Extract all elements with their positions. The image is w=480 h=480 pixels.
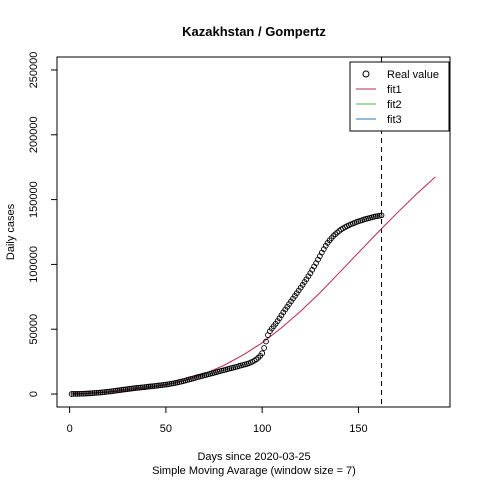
x-tick-label: 50	[160, 423, 172, 435]
y-tick-label: 100000	[28, 246, 40, 283]
x-tick-label: 150	[349, 423, 367, 435]
legend-label-real-value: Real value	[387, 69, 439, 81]
x-tick-label: 0	[67, 423, 73, 435]
y-tick-label: 150000	[28, 181, 40, 218]
y-tick-label: 200000	[28, 116, 40, 153]
chart-title: Kazakhstan / Gompertz	[182, 24, 326, 39]
y-axis-title: Daily cases	[5, 203, 17, 260]
legend: Real value fit1 fit2 fit3	[350, 62, 449, 131]
y-tick-label: 50000	[28, 314, 40, 345]
series-line-fit1	[72, 177, 436, 394]
x-tick-label: 100	[253, 423, 271, 435]
x-axis-title: Days since 2020-03-25	[197, 451, 310, 463]
y-axis: 0 50000 100000 150000 200000 250000	[28, 52, 57, 397]
y-tick-label: 0	[28, 391, 40, 397]
legend-label-fit2: fit2	[387, 99, 402, 111]
x-axis: 0 50 100 150	[67, 407, 368, 435]
data-point	[262, 346, 267, 351]
legend-label-fit3: fit3	[387, 114, 402, 126]
legend-label-fit1: fit1	[387, 84, 402, 96]
y-tick-label: 250000	[28, 52, 40, 89]
x-axis-subtitle: Simple Moving Avarage (window size = 7)	[152, 465, 356, 477]
